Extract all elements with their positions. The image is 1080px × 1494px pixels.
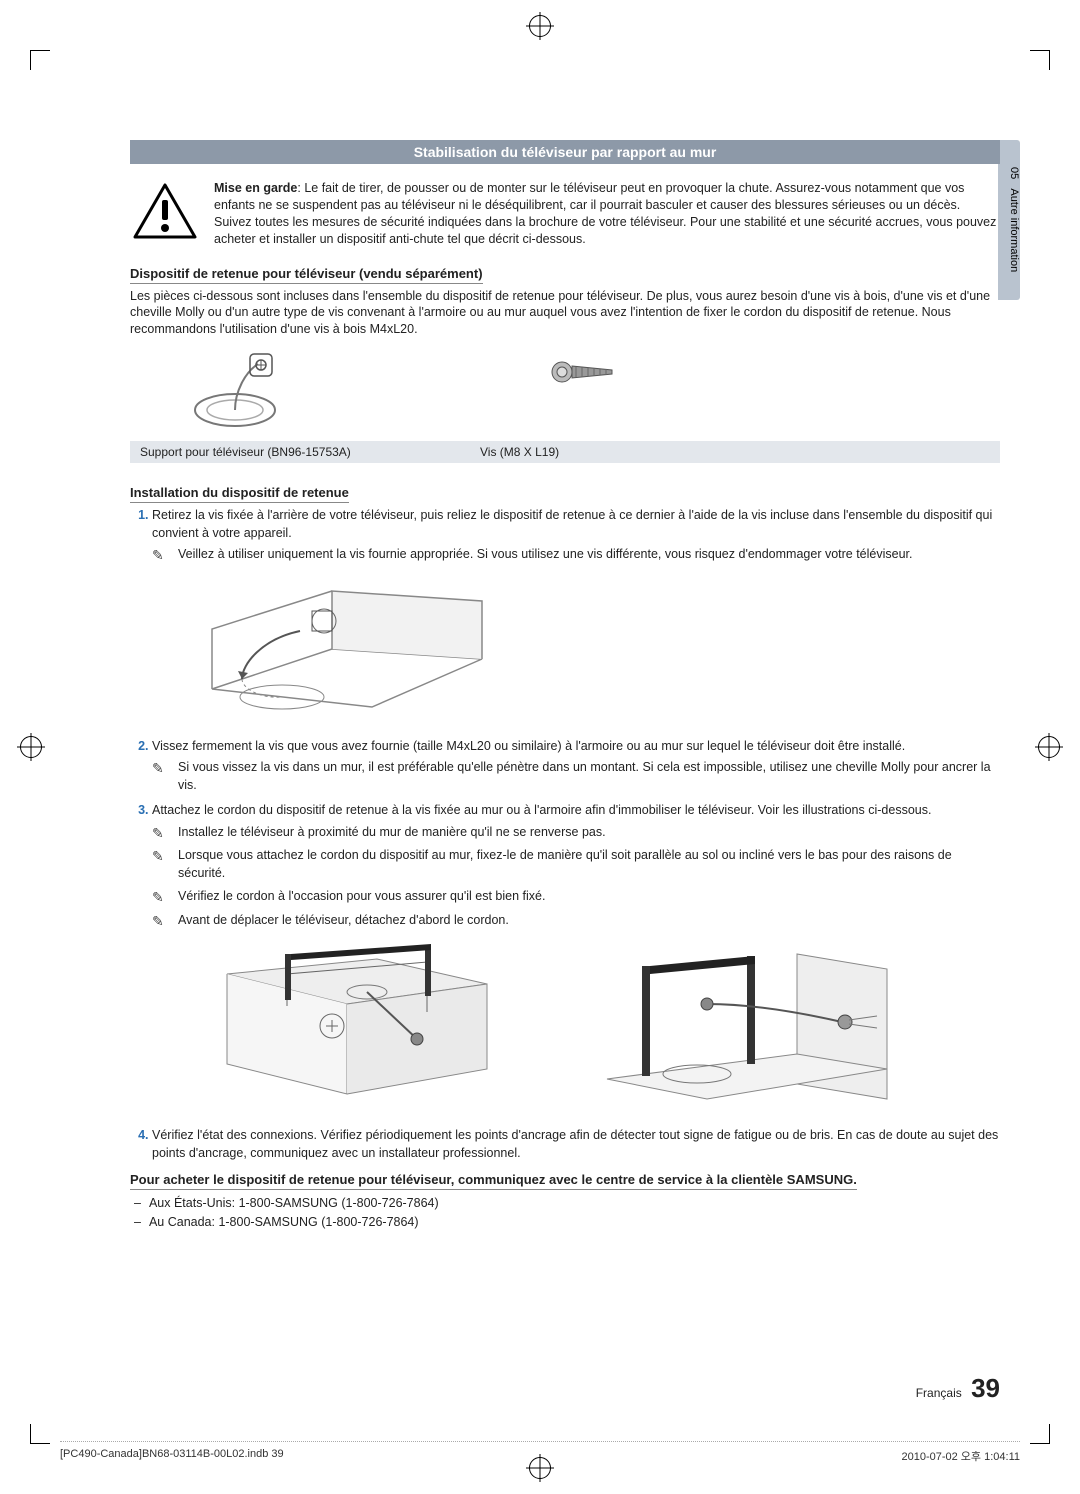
page-number: Français 39 [916, 1373, 1000, 1404]
tv-holder-figure [190, 352, 300, 435]
warning-block: Mise en garde: Le fait de tirer, de pous… [130, 180, 1000, 248]
note-3b: Lorsque vous attachez le cordon du dispo… [152, 847, 1000, 882]
print-footer: [PC490-Canada]BN68-03114B-00L02.indb 39 … [60, 1441, 1020, 1464]
warning-icon [130, 180, 200, 242]
step-2: Vissez fermement la vis que vous avez fo… [152, 738, 1000, 795]
side-tab-num: 05 [1008, 167, 1020, 179]
step-4: Vérifiez l'état des connexions. Vérifiez… [152, 1127, 1000, 1162]
step-1: Retirez la vis fixée à l'arrière de votr… [152, 507, 1000, 724]
footer-right: 2010-07-02 오후 1:04:11 [901, 1448, 1020, 1464]
step-3-text: Attachez le cordon du dispositif de rete… [152, 803, 931, 817]
holder-title: Dispositif de retenue pour téléviseur (v… [130, 266, 1000, 284]
step-1-text: Retirez la vis fixée à l'arrière de votr… [152, 508, 992, 540]
page-lang: Français [916, 1386, 962, 1400]
side-tab: 05 Autre information [998, 140, 1020, 300]
parts-label-right: Vis (M8 X L19) [480, 445, 990, 459]
page-num: 39 [971, 1373, 1000, 1403]
screw-figure [550, 352, 620, 435]
section-title-bar: Stabilisation du téléviseur par rapport … [130, 140, 1000, 164]
warning-body: : Le fait de tirer, de pousser ou de mon… [214, 181, 996, 246]
crop-mark [1030, 1424, 1050, 1444]
parts-label-bar: Support pour téléviseur (BN96-15753A) Vi… [130, 441, 1000, 463]
parts-figures [130, 352, 1000, 435]
warning-text: Mise en garde: Le fait de tirer, de pous… [214, 180, 1000, 248]
crop-mark [30, 1424, 50, 1444]
note-1: Veillez à utiliser uniquement la vis fou… [152, 546, 1000, 564]
step-2-text: Vissez fermement la vis que vous avez fo… [152, 739, 905, 753]
page-content: Stabilisation du téléviseur par rapport … [130, 140, 1000, 1404]
crop-mark [30, 50, 50, 70]
registration-mark [529, 15, 551, 37]
crop-mark [1030, 50, 1050, 70]
install-steps: Retirez la vis fixée à l'arrière de votr… [130, 507, 1000, 1162]
side-tab-label: Autre information [1008, 189, 1020, 273]
holder-paragraph: Les pièces ci-dessous sont incluses dans… [130, 288, 1000, 339]
note-3a: Installez le téléviseur à proximité du m… [152, 824, 1000, 842]
note-2: Si vous vissez la vis dans un mur, il es… [152, 759, 1000, 794]
purchase-title: Pour acheter le dispositif de retenue po… [130, 1172, 1000, 1190]
registration-mark [1038, 736, 1060, 758]
install-title: Installation du dispositif de retenue [130, 485, 1000, 503]
figure-wall-mount [582, 939, 912, 1109]
step-4-text: Vérifiez l'état des connexions. Vérifiez… [152, 1128, 998, 1160]
contact-us: –Aux États-Unis: 1-800-SAMSUNG (1-800-72… [134, 1194, 1000, 1213]
figure-step1 [172, 574, 512, 724]
figure-row-step3 [172, 939, 1000, 1109]
warning-lead: Mise en garde [214, 181, 297, 195]
note-3c: Vérifiez le cordon à l'occasion pour vou… [152, 888, 1000, 906]
contact-ca: –Au Canada: 1-800-SAMSUNG (1-800-726-786… [134, 1213, 1000, 1232]
figure-cabinet-mount [172, 939, 502, 1109]
contacts: –Aux États-Unis: 1-800-SAMSUNG (1-800-72… [130, 1194, 1000, 1232]
registration-mark [20, 736, 42, 758]
note-3d: Avant de déplacer le téléviseur, détache… [152, 912, 1000, 930]
footer-left: [PC490-Canada]BN68-03114B-00L02.indb 39 [60, 1448, 284, 1464]
step-3: Attachez le cordon du dispositif de rete… [152, 802, 1000, 1109]
parts-label-left: Support pour téléviseur (BN96-15753A) [140, 445, 480, 459]
